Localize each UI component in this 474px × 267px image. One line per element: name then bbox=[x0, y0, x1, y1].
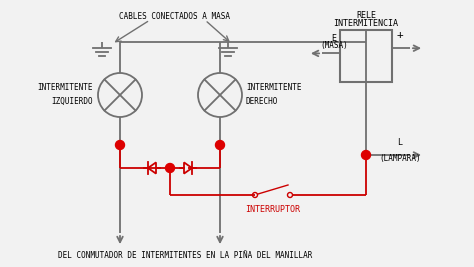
Text: CABLES CONECTADOS A MASA: CABLES CONECTADOS A MASA bbox=[119, 12, 230, 21]
Text: INTERMITENTE: INTERMITENTE bbox=[37, 83, 93, 92]
Circle shape bbox=[216, 140, 225, 150]
Text: RELE: RELE bbox=[356, 11, 376, 20]
Text: +: + bbox=[397, 30, 403, 40]
Bar bbox=[340, 30, 392, 82]
Text: L: L bbox=[398, 138, 402, 147]
Text: E: E bbox=[331, 34, 337, 44]
Text: DEL CONMUTADOR DE INTERMITENTES EN LA PIÑA DEL MANILLAR: DEL CONMUTADOR DE INTERMITENTES EN LA PI… bbox=[58, 251, 312, 260]
Text: IZQUIERDO: IZQUIERDO bbox=[51, 96, 93, 105]
Circle shape bbox=[362, 151, 371, 159]
Text: INTERMITENTE: INTERMITENTE bbox=[246, 83, 301, 92]
Text: INTERRUPTOR: INTERRUPTOR bbox=[245, 205, 300, 214]
Text: (MASA): (MASA) bbox=[320, 41, 348, 50]
Circle shape bbox=[116, 140, 125, 150]
Text: DERECHO: DERECHO bbox=[246, 96, 278, 105]
Text: INTERMITENCIA: INTERMITENCIA bbox=[334, 19, 399, 28]
Text: (LAMPARA): (LAMPARA) bbox=[379, 154, 421, 163]
Circle shape bbox=[165, 163, 174, 172]
